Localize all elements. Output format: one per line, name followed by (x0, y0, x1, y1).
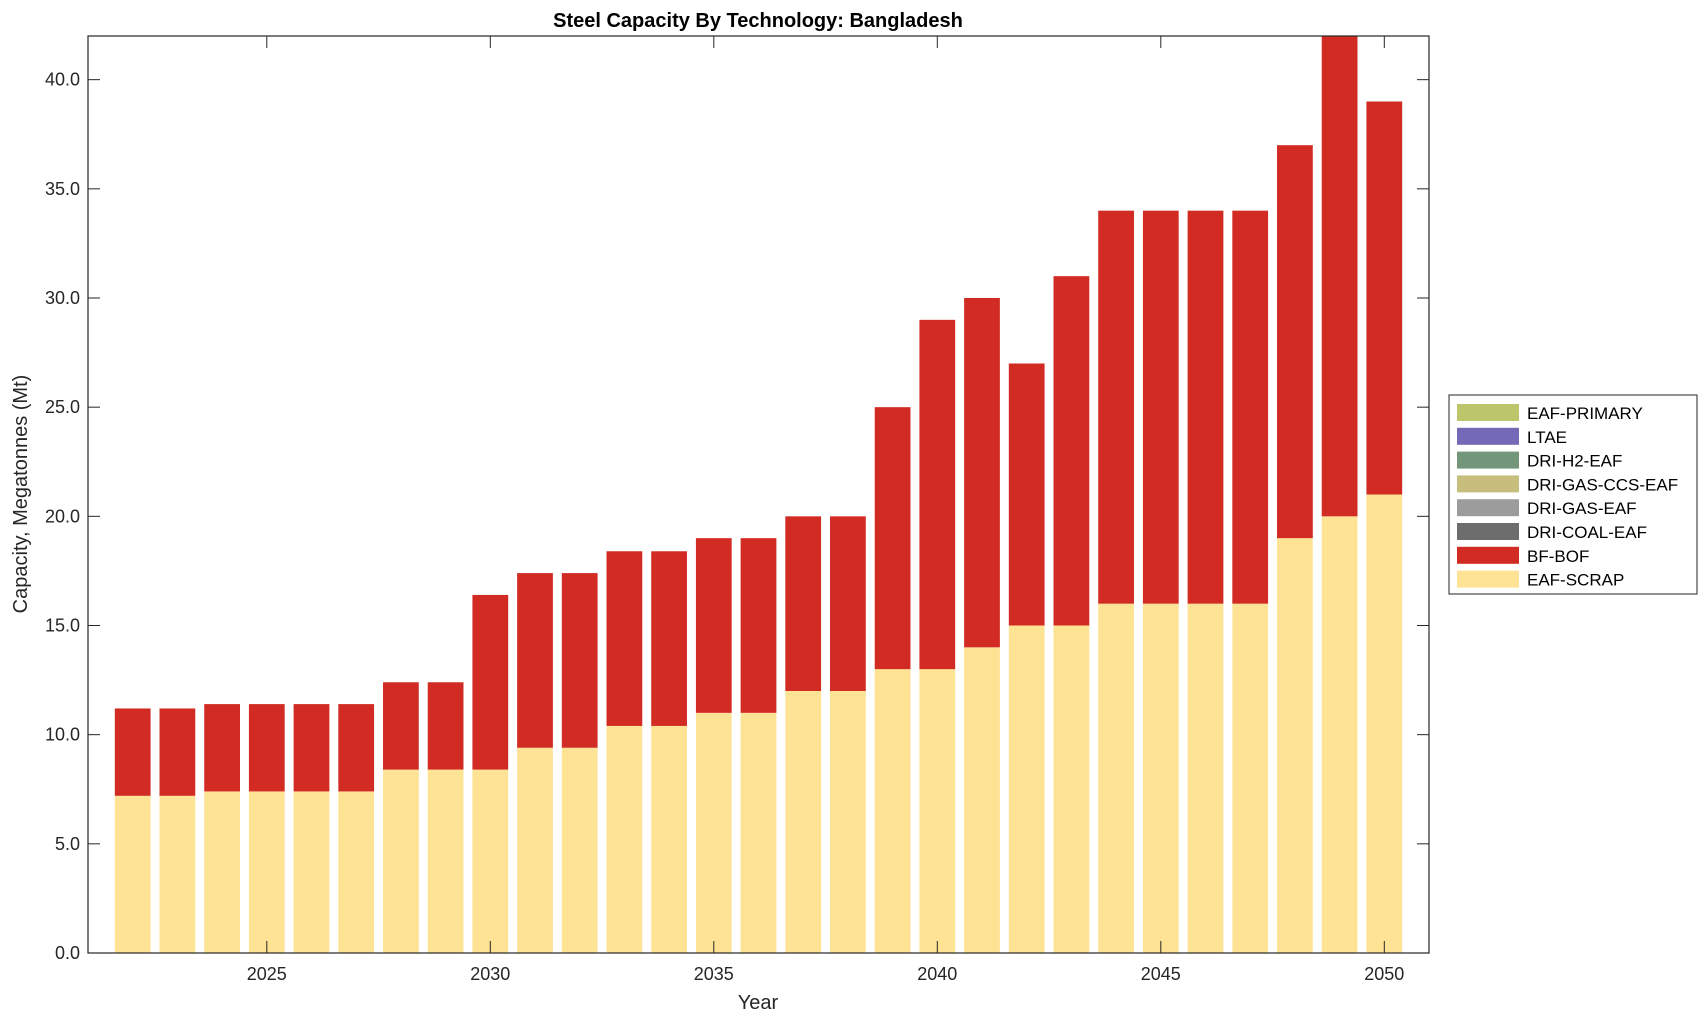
bar-bf-bof-2047 (1232, 210, 1269, 604)
bar-bf-bof-2038 (830, 516, 866, 691)
bar-eaf-scrap-2024 (204, 791, 240, 953)
bar-bf-bof-2039 (874, 407, 911, 670)
y-tick-label: 40.0 (45, 70, 80, 90)
bar-eaf-scrap-2023 (159, 795, 196, 953)
bar-eaf-scrap-2022 (114, 795, 151, 953)
bar-eaf-scrap-2041 (964, 647, 1000, 953)
bar-bf-bof-2026 (293, 704, 330, 792)
bar-eaf-scrap-2050 (1366, 494, 1403, 953)
bar-eaf-scrap-2034 (651, 725, 687, 953)
bar-bf-bof-2024 (204, 704, 240, 792)
bar-bf-bof-2037 (785, 516, 822, 691)
bar-bf-bof-2048 (1277, 145, 1313, 539)
legend-swatch-dri-coal-eaf (1457, 523, 1519, 540)
legend-label-dri-gas-eaf: DRI-GAS-EAF (1527, 499, 1637, 518)
legend-swatch-ltae (1457, 427, 1519, 445)
x-tick-label: 2025 (247, 964, 287, 984)
y-tick-label: 5.0 (55, 834, 80, 854)
bar-eaf-scrap-2035 (695, 712, 732, 953)
bar-bf-bof-2031 (517, 573, 553, 748)
legend-label-eaf-primary: EAF-PRIMARY (1527, 404, 1643, 423)
bar-eaf-scrap-2048 (1277, 538, 1313, 953)
legend-label-bf-bof: BF-BOF (1527, 547, 1589, 566)
x-axis-label: Year (738, 992, 779, 1014)
legend: EAF-PRIMARY LTAE DRI-H2-EAF DRI-GAS-CCS-EAF… (1448, 394, 1698, 595)
bar-bf-bof-2028 (383, 682, 419, 770)
y-tick-label: 10.0 (45, 725, 80, 745)
bar-eaf-scrap-2046 (1187, 603, 1224, 953)
bar-eaf-scrap-2042 (1008, 625, 1045, 953)
bar-eaf-scrap-2038 (830, 691, 866, 953)
y-tick-label: 0.0 (55, 943, 80, 963)
legend-swatch-dri-gas-ccs-eaf (1457, 475, 1519, 493)
legend-label-dri-h2-eaf: DRI-H2-EAF (1527, 452, 1622, 471)
y-tick-label: 15.0 (45, 616, 80, 636)
bar-eaf-scrap-2039 (874, 669, 911, 953)
x-tick-label: 2040 (917, 964, 957, 984)
x-tick-label: 2030 (470, 964, 510, 984)
chart-title: Steel Capacity By Technology: Bangladesh (553, 10, 963, 32)
y-tick-label: 25.0 (45, 397, 80, 417)
bar-eaf-scrap-2049 (1321, 516, 1358, 953)
y-axis-label: Capacity, Megatonnes (Mt) (10, 375, 32, 614)
bar-bf-bof-2035 (695, 538, 732, 713)
bar-bf-bof-2046 (1187, 210, 1224, 604)
bar-eaf-scrap-2028 (383, 769, 419, 953)
legend-label-eaf-scrap: EAF-SCRAP (1527, 571, 1624, 590)
bar-eaf-scrap-2025 (248, 791, 285, 953)
bar-bf-bof-2043 (1053, 276, 1090, 626)
bar-bf-bof-2042 (1008, 363, 1045, 626)
bar-eaf-scrap-2044 (1098, 603, 1134, 953)
bar-eaf-scrap-2026 (293, 791, 330, 953)
y-tick-label: 30.0 (45, 288, 80, 308)
bar-bf-bof-2032 (561, 573, 598, 748)
legend-label-ltae: LTAE (1527, 428, 1567, 447)
bar-eaf-scrap-2045 (1142, 603, 1179, 953)
y-tick-label: 20.0 (45, 506, 80, 526)
bar-bf-bof-2034 (651, 551, 687, 726)
legend-swatch-eaf-scrap (1457, 570, 1519, 588)
bar-eaf-scrap-2040 (919, 669, 956, 953)
bar-bf-bof-2033 (606, 551, 643, 726)
legend-swatch-dri-gas-eaf (1457, 499, 1519, 517)
bar-eaf-scrap-2043 (1053, 625, 1090, 953)
bar-eaf-scrap-2037 (785, 691, 822, 953)
bar-eaf-scrap-2047 (1232, 603, 1269, 953)
bar-bf-bof-2025 (248, 704, 285, 792)
bar-eaf-scrap-2030 (472, 769, 509, 953)
legend-label-dri-coal-eaf: DRI-COAL-EAF (1527, 523, 1647, 542)
bar-bf-bof-2027 (338, 704, 375, 792)
x-tick-label: 2035 (694, 964, 734, 984)
legend-swatch-eaf-primary (1457, 404, 1519, 421)
x-tick-label: 2050 (1364, 964, 1404, 984)
bar-eaf-scrap-2032 (561, 747, 598, 953)
bar-bf-bof-2049 (1321, 36, 1358, 517)
bar-bf-bof-2029 (427, 682, 464, 770)
legend-label-dri-gas-ccs-eaf: DRI-GAS-CCS-EAF (1527, 475, 1678, 494)
bar-bf-bof-2022 (114, 708, 151, 796)
bar-bf-bof-2041 (964, 298, 1000, 648)
legend-swatch-dri-h2-eaf (1457, 451, 1519, 469)
bar-bf-bof-2040 (919, 319, 956, 670)
bar-bf-bof-2050 (1366, 101, 1403, 495)
y-tick-label: 35.0 (45, 179, 80, 199)
x-tick-label: 2045 (1141, 964, 1181, 984)
bar-eaf-scrap-2027 (338, 791, 375, 953)
bar-bf-bof-2030 (472, 594, 509, 770)
bars-group (114, 36, 1403, 953)
bar-eaf-scrap-2031 (517, 747, 553, 953)
bar-eaf-scrap-2036 (740, 712, 777, 953)
bar-bf-bof-2045 (1142, 210, 1179, 604)
bar-bf-bof-2023 (159, 708, 196, 796)
plot-area-frame (87, 35, 1430, 954)
legend-swatch-bf-bof (1457, 546, 1519, 564)
bar-eaf-scrap-2029 (427, 769, 464, 953)
bar-bf-bof-2044 (1098, 210, 1134, 604)
axis-ticks: 2025 2030 2035 2040 2045 2050 0.0 5.0 10.0 15.0 20… (45, 36, 1429, 984)
bar-bf-bof-2036 (740, 538, 777, 713)
bar-eaf-scrap-2033 (606, 725, 643, 953)
